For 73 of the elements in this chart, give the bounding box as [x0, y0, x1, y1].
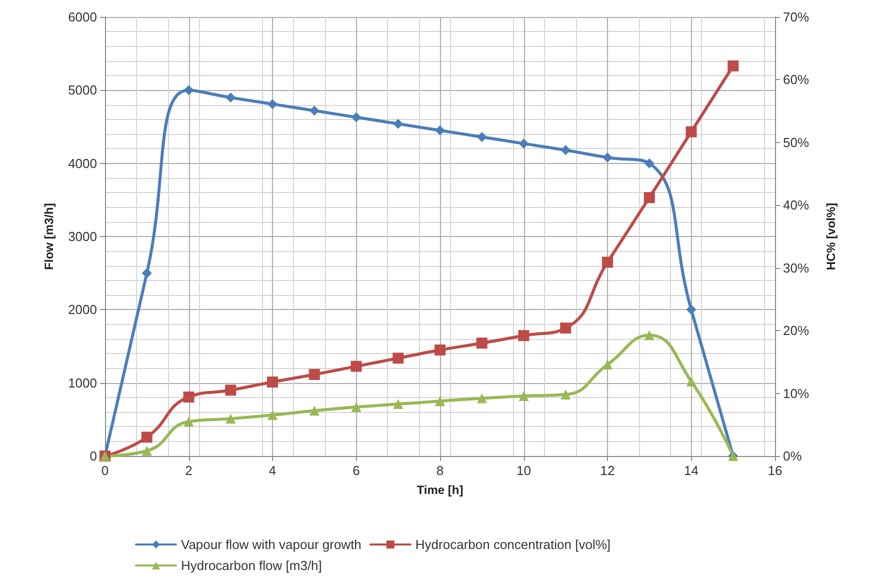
legend-label: Hydrocarbon flow [m3/h] [181, 558, 322, 573]
point [184, 85, 194, 96]
point [225, 384, 236, 396]
point [560, 145, 571, 156]
point [351, 402, 362, 412]
x-tick-label: 6 [352, 463, 360, 478]
point [434, 344, 446, 356]
point [518, 138, 529, 149]
point [184, 416, 194, 427]
point [602, 256, 613, 268]
point [644, 158, 654, 168]
point [267, 376, 278, 388]
y-tick-label: 5000 [68, 82, 97, 98]
point [560, 390, 571, 400]
y-tick-label: 1000 [68, 375, 97, 390]
y-axis-title: Flow [m3/h] [42, 203, 56, 270]
y2-tick-label: 0% [783, 448, 802, 464]
point [476, 393, 487, 404]
point [309, 406, 320, 416]
point [351, 112, 362, 122]
y-tick-label: 6000 [68, 10, 97, 24]
legend-label: Vapour flow with vapour growth [181, 537, 362, 552]
point [728, 60, 739, 72]
point [268, 410, 278, 420]
y-tick-label: 4000 [68, 156, 97, 171]
y2-tick-label: 10% [783, 386, 810, 401]
x-axis-title: Time [h] [416, 483, 464, 497]
point [476, 338, 488, 349]
point [435, 125, 445, 136]
x-tick-label: 0 [101, 463, 109, 478]
point [644, 330, 654, 340]
y-tick-label: 0 [90, 448, 97, 464]
x-tick-label: 12 [600, 463, 615, 478]
point [393, 399, 404, 410]
legend-label: Hydrocarbon concentration [vol%] [415, 537, 611, 552]
point [602, 360, 612, 370]
point [308, 368, 320, 380]
point [183, 392, 194, 403]
point [644, 192, 655, 204]
point [602, 152, 612, 162]
y2-axis-title: HC% [vol%] [824, 202, 838, 270]
point [686, 126, 697, 138]
y2-tick-label: 70% [783, 10, 810, 24]
point [141, 432, 152, 443]
point [226, 414, 236, 424]
x-tick-label: 2 [185, 463, 192, 478]
y2-tick-label: 60% [783, 72, 810, 88]
point [350, 360, 362, 372]
y2-tick-label: 20% [783, 323, 810, 338]
point [686, 376, 696, 386]
x-tick-label: 16 [768, 463, 782, 478]
point [268, 99, 278, 110]
point [142, 268, 152, 278]
point [226, 92, 236, 102]
y2-tick-label: 40% [783, 198, 810, 213]
y-tick-label: 3000 [68, 229, 97, 244]
point [435, 396, 445, 406]
point [518, 391, 529, 402]
y-tick-label: 2000 [68, 302, 97, 318]
x-tick-label: 4 [268, 463, 276, 478]
point [476, 132, 487, 142]
x-tick-label: 14 [684, 463, 698, 478]
point [560, 322, 572, 334]
x-tick-label: 8 [436, 463, 444, 478]
point [393, 118, 404, 129]
point [392, 352, 404, 364]
y2-tick-label: 50% [783, 134, 810, 150]
point [686, 304, 696, 315]
point [309, 106, 320, 116]
x-tick-label: 10 [516, 463, 531, 478]
y2-tick-label: 30% [783, 260, 810, 276]
point [518, 330, 530, 342]
point [142, 446, 152, 456]
